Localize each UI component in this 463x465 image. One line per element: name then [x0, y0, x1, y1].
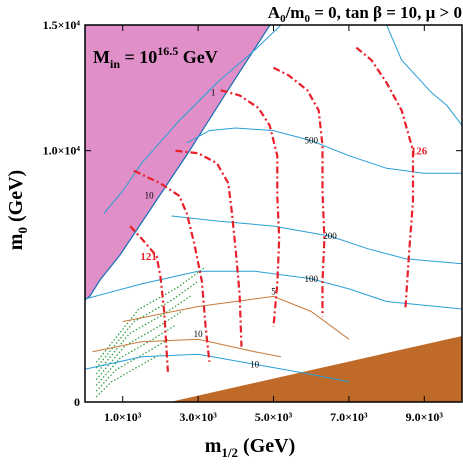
x-tick-label: 3.0×10³ — [179, 410, 217, 424]
y-tick-label: 0 — [74, 395, 80, 409]
chart-title: A0/m0 = 0, tan β = 10, μ > 0 — [268, 3, 462, 25]
contour-label: 5 — [271, 286, 276, 296]
brown-contour-line — [122, 295, 350, 340]
min-label: Min = 1016.5 GeV — [93, 44, 218, 71]
contour-label: 200 — [323, 231, 337, 241]
blue-contour-line — [171, 215, 462, 265]
brown-contour-line — [92, 338, 282, 358]
blue-contour-line — [103, 25, 282, 214]
higgs-mass-line — [175, 149, 243, 347]
higgs-mass-label: 121 — [140, 251, 157, 263]
green-dotted-line — [95, 280, 199, 369]
blue-contour-line — [85, 270, 462, 310]
plot-area: 500 200 100 10 1 10 10 5 121 126 — [85, 25, 462, 402]
blue-contour-line — [85, 353, 349, 383]
blue-contour-line — [186, 127, 462, 174]
higgs-mass-line — [220, 89, 281, 327]
y-tick-label: 1.5×10⁴ — [43, 18, 81, 32]
higgs-mass-line — [273, 66, 326, 317]
charged-lsp-region — [170, 336, 462, 402]
x-tick-label: 9.0×10³ — [406, 410, 444, 424]
higgs-mass-line — [355, 46, 415, 310]
higgs-mass-line — [129, 225, 169, 372]
higgs-mass-label: 126 — [411, 146, 428, 158]
x-tick-label: 5.0×10³ — [255, 410, 293, 424]
contour-label: 10 — [194, 329, 204, 339]
green-dotted-line — [95, 339, 169, 392]
green-dotted-line — [95, 309, 184, 380]
green-dotted-line — [95, 324, 176, 386]
green-dotted-contours — [95, 266, 206, 398]
y-axis-ticks: 0 1.0×10⁴ 1.5×10⁴ — [43, 18, 462, 409]
contour-label: 10 — [145, 190, 155, 200]
contour-label: 100 — [304, 274, 318, 284]
contour-label: 1 — [211, 87, 216, 97]
brown-contours: 10 5 — [92, 286, 350, 358]
x-tick-label: 1.0×10³ — [104, 410, 142, 424]
y-axis-label: m0 (GeV) — [5, 170, 30, 250]
x-axis-ticks: 1.0×10³ 3.0×10³ 5.0×10³ 7.0×10³ 9.0×10³ — [104, 25, 443, 424]
y-tick-label: 1.0×10⁴ — [43, 144, 81, 158]
blue-contours: 500 200 100 10 1 10 — [85, 25, 462, 383]
contour-label: 500 — [304, 136, 318, 146]
blue-contour-line — [386, 25, 462, 126]
contour-label: 10 — [250, 359, 260, 369]
x-axis-label: m1/2 (GeV) — [205, 435, 296, 460]
higgs-mass-contours: 121 126 — [129, 46, 428, 372]
green-dotted-line — [95, 266, 206, 363]
x-tick-label: 7.0×10³ — [330, 410, 368, 424]
green-dotted-line — [95, 353, 161, 398]
higgs-mass-line — [133, 169, 211, 362]
